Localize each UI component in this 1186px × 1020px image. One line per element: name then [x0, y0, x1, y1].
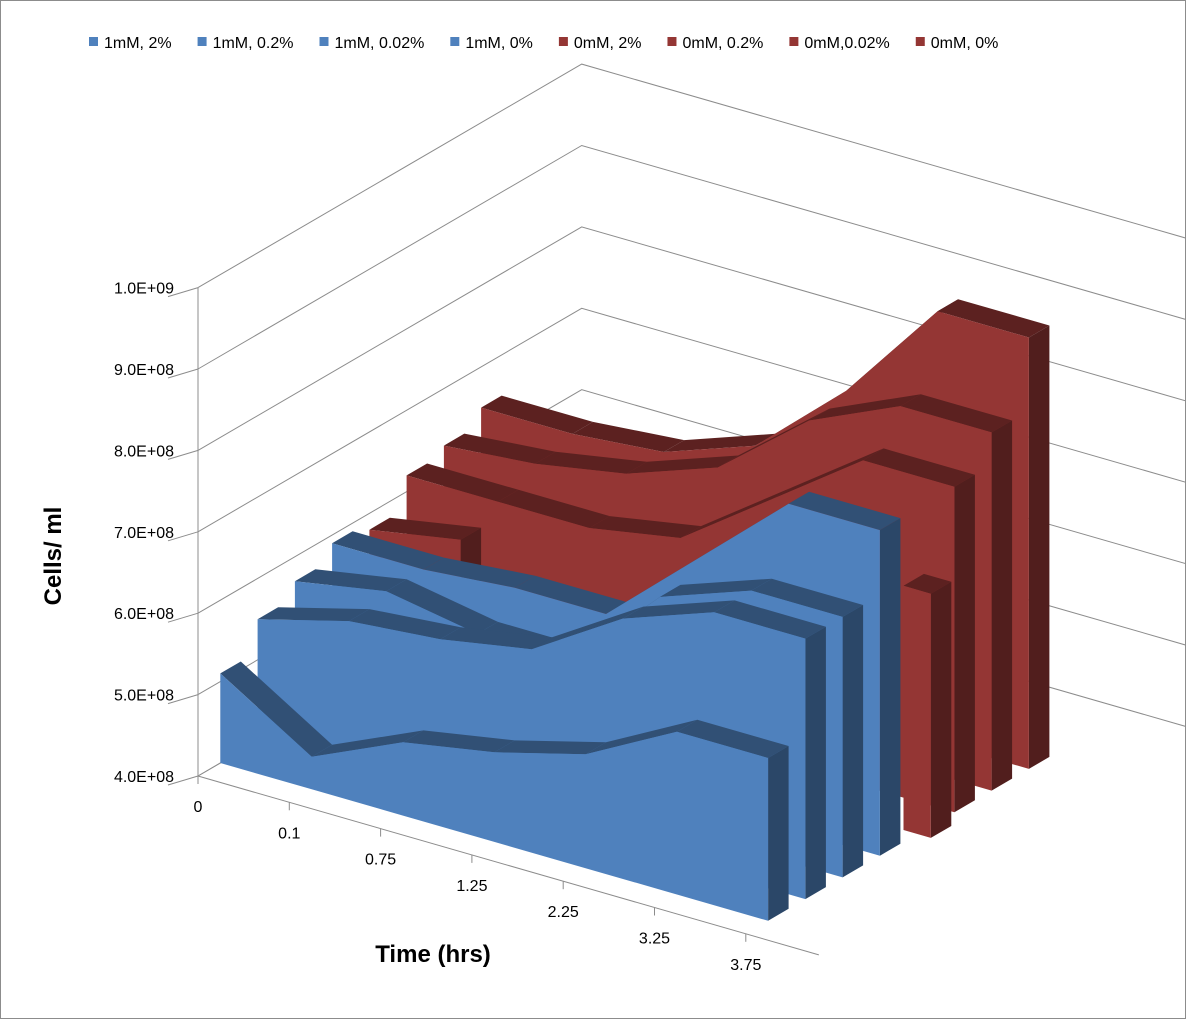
legend-label: 0mM,0.02% [804, 35, 889, 52]
series-top-face [900, 394, 1013, 433]
series-top-face [531, 606, 644, 650]
legend-swatch [319, 37, 329, 46]
series-top-face [294, 569, 407, 592]
legend-swatch [789, 37, 799, 46]
series-top-face [257, 607, 370, 622]
series-top-face [514, 575, 627, 614]
y-tick [167, 368, 199, 379]
series-top-face [863, 448, 975, 487]
y-tick-label: 1.0E+09 [114, 281, 174, 298]
legend-label: 0mM, 2% [574, 35, 642, 52]
y-axis-title: Cells/ ml [40, 507, 67, 606]
y-tick-label: 5.0E+08 [114, 688, 174, 705]
series-top-face [809, 394, 921, 421]
legend-swatch [89, 37, 98, 46]
series-top-face [572, 421, 685, 452]
y-tick [167, 449, 199, 460]
y-tick-label: 6.0E+08 [114, 606, 174, 623]
y-tick-label: 9.0E+08 [114, 362, 174, 379]
x-tick-label: 0 [194, 799, 203, 816]
series-top-face [494, 740, 606, 755]
legend-label: 0mM, 0% [931, 35, 999, 52]
series-end-face [768, 746, 789, 921]
legend-swatch [197, 37, 207, 46]
series-top-face [626, 455, 739, 474]
x-tick-label: 0.1 [278, 825, 300, 842]
x-axis-line [197, 775, 819, 956]
x-axis: 0 0.1 0.75 1.25 2.25 3.25 3.75 [194, 775, 819, 974]
series-top-face [937, 299, 1050, 338]
x-tick-label: 2.25 [548, 904, 579, 921]
gridline [197, 144, 1186, 370]
y-axis: 4.0E+08 5.0E+08 6.0E+08 7.0E+08 8.0E+08 9.0E+… [114, 281, 199, 786]
x-tick-label: 1.25 [456, 878, 487, 895]
legend-label: 1mM, 0% [465, 35, 533, 52]
y-tick [167, 531, 199, 542]
series-top-face [585, 719, 698, 755]
series-top-face [440, 627, 552, 650]
series-end-face [954, 474, 975, 813]
series-top-face [406, 463, 519, 502]
series-top-face [220, 661, 333, 757]
gridline [197, 63, 1186, 289]
series-top-face [680, 487, 793, 538]
series-top-face [589, 516, 701, 538]
y-tick-label: 4.0E+08 [114, 769, 174, 786]
series-top-face [714, 600, 826, 639]
series-top-face [771, 448, 884, 500]
series-top-face [369, 517, 482, 540]
series-top-face [332, 531, 444, 570]
series-top-face [535, 451, 647, 474]
y-tick [167, 775, 199, 786]
legend-label: 0mM, 0.2% [682, 35, 763, 52]
x-axis-title: Time (hrs) [375, 941, 491, 968]
legend-swatch [558, 37, 568, 46]
legend-swatch [667, 37, 677, 46]
series-area [903, 585, 931, 838]
series-top-face [403, 730, 515, 753]
series-top-face [660, 578, 772, 597]
series-end-face [991, 420, 1013, 791]
series-end-face [842, 605, 864, 878]
series-top-face [622, 600, 735, 619]
y-tick [167, 612, 199, 623]
series-top-face [443, 433, 556, 464]
series-top-face [348, 609, 461, 640]
series-top-face [751, 578, 864, 617]
series-1mm-2- [220, 661, 789, 921]
series-top-face [903, 573, 952, 594]
legend-label: 1mM, 0.2% [213, 35, 294, 52]
series-top-face [788, 491, 901, 531]
series-top-face [717, 408, 830, 468]
series-top-face [423, 557, 536, 588]
series-top-face [311, 730, 424, 757]
series-top-face [386, 579, 498, 634]
series-end-face [930, 581, 952, 838]
series-top-face [481, 395, 593, 434]
legend-swatch [915, 37, 925, 46]
series-end-face [1028, 325, 1050, 769]
legend-label: 1mM, 2% [104, 35, 172, 52]
series-end-face [805, 626, 826, 900]
legend-label: 1mM, 0.02% [335, 35, 425, 52]
y-tick [167, 694, 199, 705]
legend-swatch [450, 37, 460, 46]
series-area [220, 673, 769, 921]
series-top-face [497, 489, 610, 528]
series-top-face [663, 433, 776, 452]
y-tick [167, 287, 199, 298]
series-top-face [676, 719, 789, 758]
y-tick-label: 7.0E+08 [114, 525, 174, 542]
series-layer [220, 299, 1050, 921]
series-end-face [879, 518, 901, 856]
x-tick-label: 3.75 [730, 957, 761, 974]
x-tick-label: 0.75 [365, 852, 396, 869]
y-tick-label: 8.0E+08 [114, 443, 174, 460]
x-tick-label: 3.25 [639, 931, 670, 948]
legend: 1mM, 2% 1mM, 0.2% 1mM, 0.02% 1mM, 0% 0mM, 2%… [89, 35, 998, 52]
